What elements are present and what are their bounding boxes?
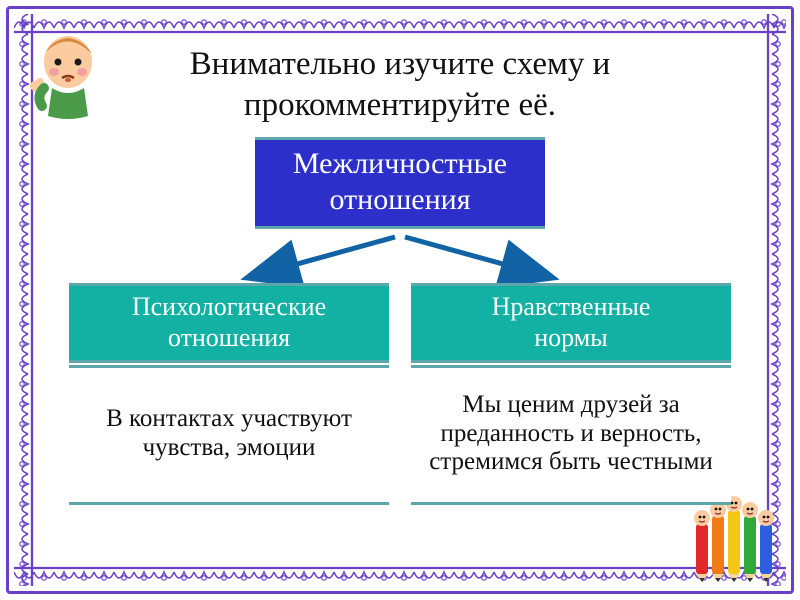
left-head-l1: Психологические xyxy=(132,292,326,321)
left-child-node: Психологические отношения xyxy=(69,283,389,363)
right-desc-text: Мы ценим друзей за преданность и верност… xyxy=(417,391,725,477)
slide-content: Внимательно изучите схему и прокомментир… xyxy=(44,44,756,556)
left-desc-text: В контактах участвуют чувства, эмоции xyxy=(75,405,383,463)
left-desc-box: В контактах участвуют чувства, эмоции xyxy=(69,365,389,505)
left-head-l2: отношения xyxy=(168,323,290,352)
right-child-node: Нравственные нормы xyxy=(411,283,731,363)
right-head-l2: нормы xyxy=(534,323,607,352)
diagram-children-row: Психологические отношения В контактах уч… xyxy=(44,283,756,505)
right-column: Нравственные нормы Мы ценим друзей за пр… xyxy=(411,283,731,505)
title-line-1: Внимательно изучите схему и xyxy=(190,46,611,82)
slide-title: Внимательно изучите схему и прокомментир… xyxy=(110,44,691,127)
title-line-2: прокомментируйте её. xyxy=(244,87,556,123)
root-label-l1: Межличностные xyxy=(293,147,507,180)
diagram-arrows xyxy=(150,233,650,283)
diagram-root-node: Межличностные отношения xyxy=(255,137,545,229)
root-label-l2: отношения xyxy=(329,183,470,216)
right-desc-box: Мы ценим друзей за преданность и верност… xyxy=(411,365,731,505)
left-column: Психологические отношения В контактах уч… xyxy=(69,283,389,505)
right-head-l1: Нравственные xyxy=(492,292,651,321)
